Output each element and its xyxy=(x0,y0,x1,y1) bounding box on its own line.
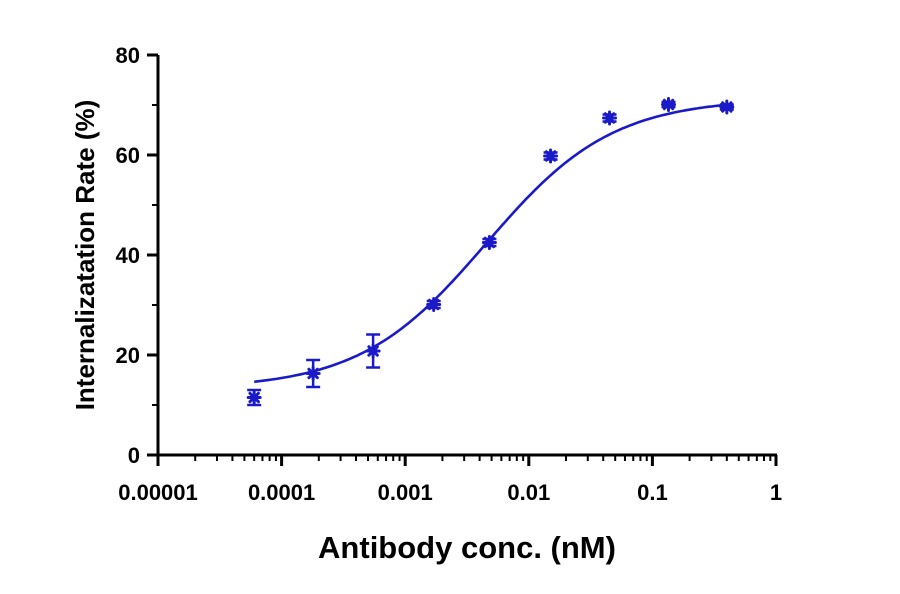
data-point xyxy=(426,297,442,312)
asterisk-marker xyxy=(305,366,321,381)
x-tick-label: 0.001 xyxy=(378,480,433,505)
data-point xyxy=(246,388,262,407)
data-point xyxy=(543,148,559,164)
asterisk-marker xyxy=(426,297,442,312)
asterisk-marker xyxy=(719,99,735,115)
x-tick-label: 1 xyxy=(770,480,782,505)
y-tick-label: 60 xyxy=(116,143,140,168)
y-axis: 0 20 40 60 80 xyxy=(116,43,160,468)
x-axis-title: Antibody conc. (nM) xyxy=(318,530,616,565)
asterisk-marker xyxy=(246,390,262,405)
data-point xyxy=(481,235,497,250)
asterisk-marker xyxy=(661,97,677,112)
asterisk-marker xyxy=(481,235,497,250)
y-tick-label: 0 xyxy=(128,443,140,468)
data-point xyxy=(661,97,677,112)
y-axis-title: Internalizatation Rate (%) xyxy=(70,100,100,411)
data-point xyxy=(305,358,321,389)
asterisk-marker xyxy=(543,148,559,164)
x-ticks: 0.00001 0.0001 0.001 0.01 0.1 1 xyxy=(118,455,782,505)
y-tick-label: 80 xyxy=(116,43,140,68)
x-tick-label: 0.0001 xyxy=(248,480,315,505)
x-tick-label: 0.01 xyxy=(507,480,550,505)
x-tick-label: 0.1 xyxy=(637,480,668,505)
asterisk-marker xyxy=(365,343,381,359)
data-point xyxy=(719,99,735,115)
asterisk-marker xyxy=(602,110,618,126)
y-ticks: 0 20 40 60 80 xyxy=(116,43,158,468)
data-points xyxy=(246,97,735,407)
data-point xyxy=(602,110,618,126)
y-tick-label: 40 xyxy=(116,243,140,268)
x-axis: 0.00001 0.0001 0.001 0.01 0.1 1 xyxy=(118,453,782,505)
y-tick-label: 20 xyxy=(116,343,140,368)
x-tick-label: 0.00001 xyxy=(118,480,198,505)
data-point xyxy=(365,333,381,369)
